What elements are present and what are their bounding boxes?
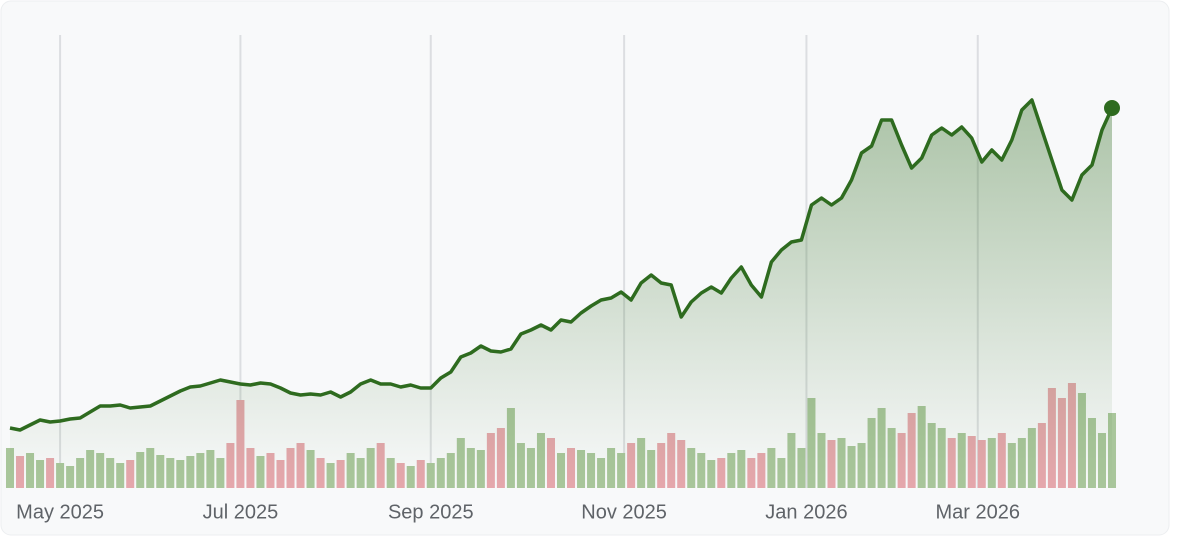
x-tick-label: Mar 2026 (936, 501, 1021, 523)
x-tick-label: Sep 2025 (388, 501, 474, 523)
x-tick-label: May 2025 (16, 501, 104, 523)
x-tick-label: Jan 2026 (765, 501, 847, 523)
last-point (1104, 100, 1120, 116)
x-tick-label: Jul 2025 (203, 501, 279, 523)
price-line (9, 98, 1114, 432)
x-tick-label: Nov 2025 (581, 501, 667, 523)
